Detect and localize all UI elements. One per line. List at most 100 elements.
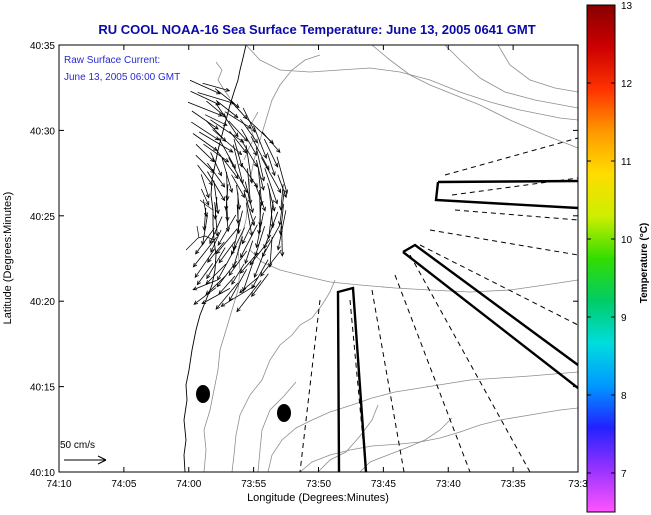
current-vector (225, 206, 230, 233)
current-vector (209, 216, 223, 245)
current-vector (218, 241, 236, 264)
colorbar-tick-label: 10 (621, 235, 633, 246)
current-vector (239, 276, 259, 294)
map-layer (183, 45, 578, 472)
current-vector (210, 229, 222, 253)
current-vector (225, 195, 230, 222)
current-vector (207, 241, 225, 263)
y-axis: 40:35 40:30 40:25 40:20 40:15 40:10 (30, 41, 578, 479)
colorbar-tick-label: 8 (621, 391, 627, 402)
current-vector (231, 174, 245, 199)
current-vector (207, 162, 226, 188)
current-vector (191, 110, 219, 130)
current-vector (268, 188, 275, 229)
colorbar-tick-label: 7 (621, 469, 627, 480)
current-vector (233, 138, 244, 168)
current-vector (236, 280, 262, 313)
current-vector (264, 168, 278, 205)
current-vector (277, 174, 287, 199)
current-vector (192, 279, 217, 291)
current-vector (195, 144, 215, 163)
current-vector (242, 256, 256, 292)
current-vector (280, 226, 285, 257)
x-tick-label: 74:00 (176, 479, 201, 490)
x-axis-label: Longitude (Degrees:Minutes) (247, 492, 389, 504)
current-vector (215, 282, 239, 310)
current-vector (212, 129, 243, 156)
colorbar-ticks: 13 12 11 10 9 8 7 (587, 1, 633, 480)
current-vector (278, 190, 285, 226)
current-vector (191, 121, 220, 141)
current-vector (217, 214, 237, 246)
colorbar-tick-label: 11 (621, 157, 632, 168)
current-vector (201, 288, 231, 305)
current-vector (260, 157, 282, 194)
current-vector (197, 164, 213, 186)
current-vector (256, 159, 265, 191)
current-vector (202, 82, 231, 92)
current-vector (193, 287, 217, 305)
colorbar-tick-label: 12 (621, 79, 633, 90)
current-vector (239, 252, 258, 274)
y-tick-label: 40:10 (30, 468, 55, 479)
colorbar-tick-label: 13 (621, 1, 633, 12)
scale-label: 50 cm/s (60, 440, 95, 451)
current-vector (224, 111, 252, 129)
current-vector (210, 152, 222, 177)
current-vector (240, 224, 258, 259)
y-axis-label: Latitude (Degrees:Minutes) (2, 192, 14, 325)
current-vector (244, 181, 254, 214)
current-vector (241, 216, 257, 245)
current-vector (216, 261, 238, 288)
current-vector (195, 227, 215, 255)
current-vector (220, 285, 256, 307)
current-vector (215, 103, 239, 138)
current-vector (266, 152, 276, 177)
x-tick-label: 73:3 (568, 479, 588, 490)
x-tick-label: 73:50 (306, 479, 331, 490)
x-tick-label: 73:40 (436, 479, 461, 490)
current-vector (228, 120, 248, 142)
current-vector (214, 202, 220, 237)
current-vector (232, 236, 243, 269)
station-marker (277, 404, 291, 422)
plot-background (59, 45, 578, 472)
y-tick-label: 40:15 (30, 383, 55, 394)
current-vector (244, 240, 254, 265)
current-vector (231, 263, 245, 285)
current-vector (203, 143, 230, 163)
radar-sector-dashed-lines (299, 137, 578, 472)
annotation-line1: Raw Surface Current: (64, 55, 160, 66)
current-vector (251, 259, 269, 290)
current-vector (206, 100, 227, 118)
current-vector (276, 156, 289, 195)
current-vector (229, 130, 247, 154)
current-vector (240, 162, 259, 188)
current-vector (194, 248, 216, 279)
x-tick-label: 73:45 (371, 479, 396, 490)
current-vector (189, 79, 221, 95)
current-vector (204, 114, 228, 126)
current-vector (255, 147, 266, 182)
current-vector (215, 100, 239, 119)
x-tick-label: 73:35 (501, 479, 526, 490)
current-vector (228, 250, 248, 276)
current-vector (240, 118, 259, 144)
colorbar-tick-label: 9 (621, 313, 627, 324)
current-vector (253, 125, 268, 159)
current-vector (260, 249, 282, 277)
current-vector (255, 212, 264, 249)
colorbar: 13 12 11 10 9 8 7 (586, 1, 633, 513)
plot-area: 50 cm/s Raw Surface Current: June 13, 20… (58, 44, 579, 473)
current-vector (257, 166, 264, 206)
current-vector (205, 263, 227, 285)
x-tick-label: 74:10 (46, 479, 71, 490)
current-vector (241, 128, 257, 156)
y-tick-label: 40:25 (30, 212, 55, 223)
station-marker (196, 385, 210, 403)
bathymetry-contours (203, 45, 578, 472)
y-tick-label: 40:35 (30, 41, 55, 52)
radar-sector-boundaries (336, 179, 578, 472)
current-vector (192, 236, 217, 268)
current-vector (228, 269, 247, 302)
